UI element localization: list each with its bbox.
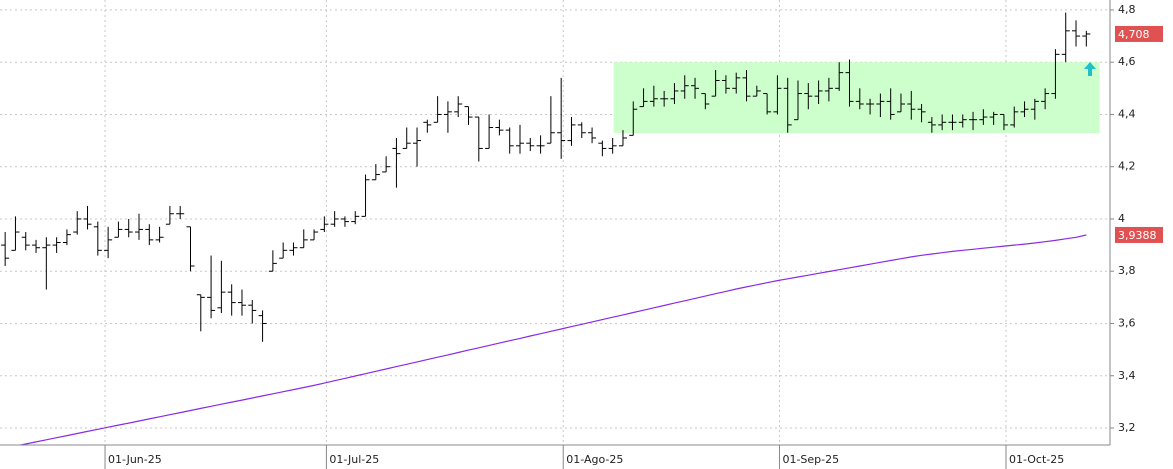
zone-layer <box>613 62 1100 134</box>
y-tick-label: 4,8 <box>1118 3 1136 16</box>
x-tick-label: 01-Ago-25 <box>566 453 623 466</box>
y-tick-label: 3,6 <box>1118 316 1136 329</box>
y-tick-label: 4,4 <box>1118 107 1136 120</box>
x-tick-label: 01-Jun-25 <box>108 453 162 466</box>
y-tick-label: 4,6 <box>1118 55 1136 68</box>
marks <box>1 12 1091 445</box>
axes: 3,2 3,4 3,6 3,8 4 4,2 4,4 4,6 4,8 01-Jun-25 01-Jul… <box>104 3 1163 469</box>
moving-average-line <box>17 234 1087 445</box>
last-value-label: 3,9388 <box>1118 229 1157 242</box>
grid <box>0 0 1110 445</box>
y-tick-label: 4 <box>1118 212 1125 225</box>
last-value-box <box>1115 25 1163 42</box>
x-tick-label: 01-Sep-25 <box>782 453 839 466</box>
highlight-zone <box>613 62 1100 134</box>
y-tick-label: 4,2 <box>1118 160 1136 173</box>
y-tick-label: 3,2 <box>1118 421 1136 434</box>
up-arrow-icon <box>1084 62 1096 76</box>
x-tick-label: 01-Jul-25 <box>329 453 379 466</box>
x-tick-label: 01-Oct-25 <box>1009 453 1064 466</box>
y-tick-label: 3,4 <box>1118 369 1136 382</box>
last-value-label: 4,708 <box>1118 28 1150 41</box>
y-tick-label: 3,8 <box>1118 264 1136 277</box>
last-value-box <box>1115 226 1163 243</box>
